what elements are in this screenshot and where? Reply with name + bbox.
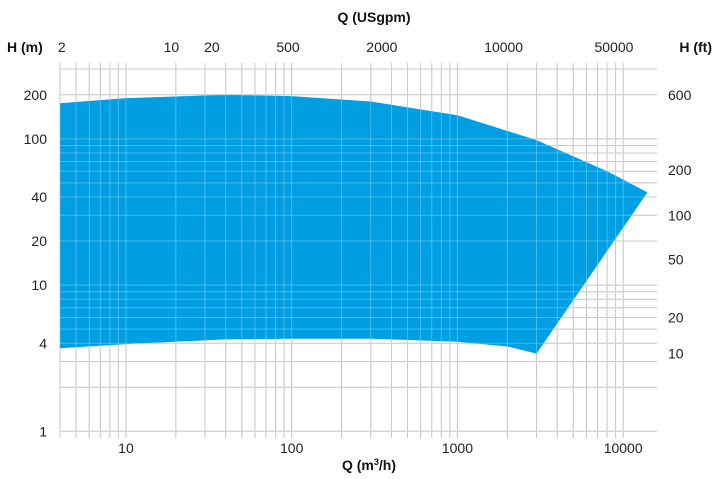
y-tick-label-left: 100 [24, 131, 48, 147]
right-axis-title: H (ft) [679, 39, 712, 55]
x-tick-label-bottom: 10000 [604, 440, 643, 456]
x-tick-label-top: 50000 [594, 39, 633, 55]
x-tick-label-top: 10000 [484, 39, 523, 55]
y-tick-label-left: 1 [39, 423, 47, 439]
y-tick-label-right: 200 [668, 162, 692, 178]
bottom-axis-title: Q (m3/h) [342, 457, 396, 473]
operating-range-area [60, 94, 648, 354]
x-tick-label-top: 20 [204, 39, 220, 55]
top-axis-title: Q (USgpm) [337, 9, 410, 25]
x-tick-label-bottom: 100 [280, 440, 304, 456]
x-tick-label-top: 2 [58, 39, 66, 55]
y-tick-label-right: 100 [668, 207, 692, 223]
y-tick-label-right: 600 [668, 87, 692, 103]
y-tick-label-right: 50 [668, 251, 684, 267]
y-tick-label-left: 200 [24, 87, 48, 103]
grid-overlay [59, 63, 657, 438]
x-tick-label-top: 500 [276, 39, 300, 55]
y-tick-label-right: 20 [668, 310, 684, 326]
y-tick-label-right: 10 [668, 346, 684, 362]
y-tick-label-left: 40 [31, 189, 47, 205]
y-tick-label-left: 4 [39, 335, 47, 351]
y-tick-label-left: 10 [31, 277, 47, 293]
x-tick-label-bottom: 10 [118, 440, 134, 456]
x-tick-label-top: 2000 [366, 39, 397, 55]
y-tick-label-left: 20 [31, 233, 47, 249]
x-tick-label-bottom: 1000 [442, 440, 473, 456]
left-axis-title: H (m) [7, 39, 43, 55]
tick-labels: 10 100 1000 10000 2 10 20 500 2000 10000 50000 1 4 10… [24, 39, 692, 456]
x-tick-label-top: 10 [164, 39, 180, 55]
